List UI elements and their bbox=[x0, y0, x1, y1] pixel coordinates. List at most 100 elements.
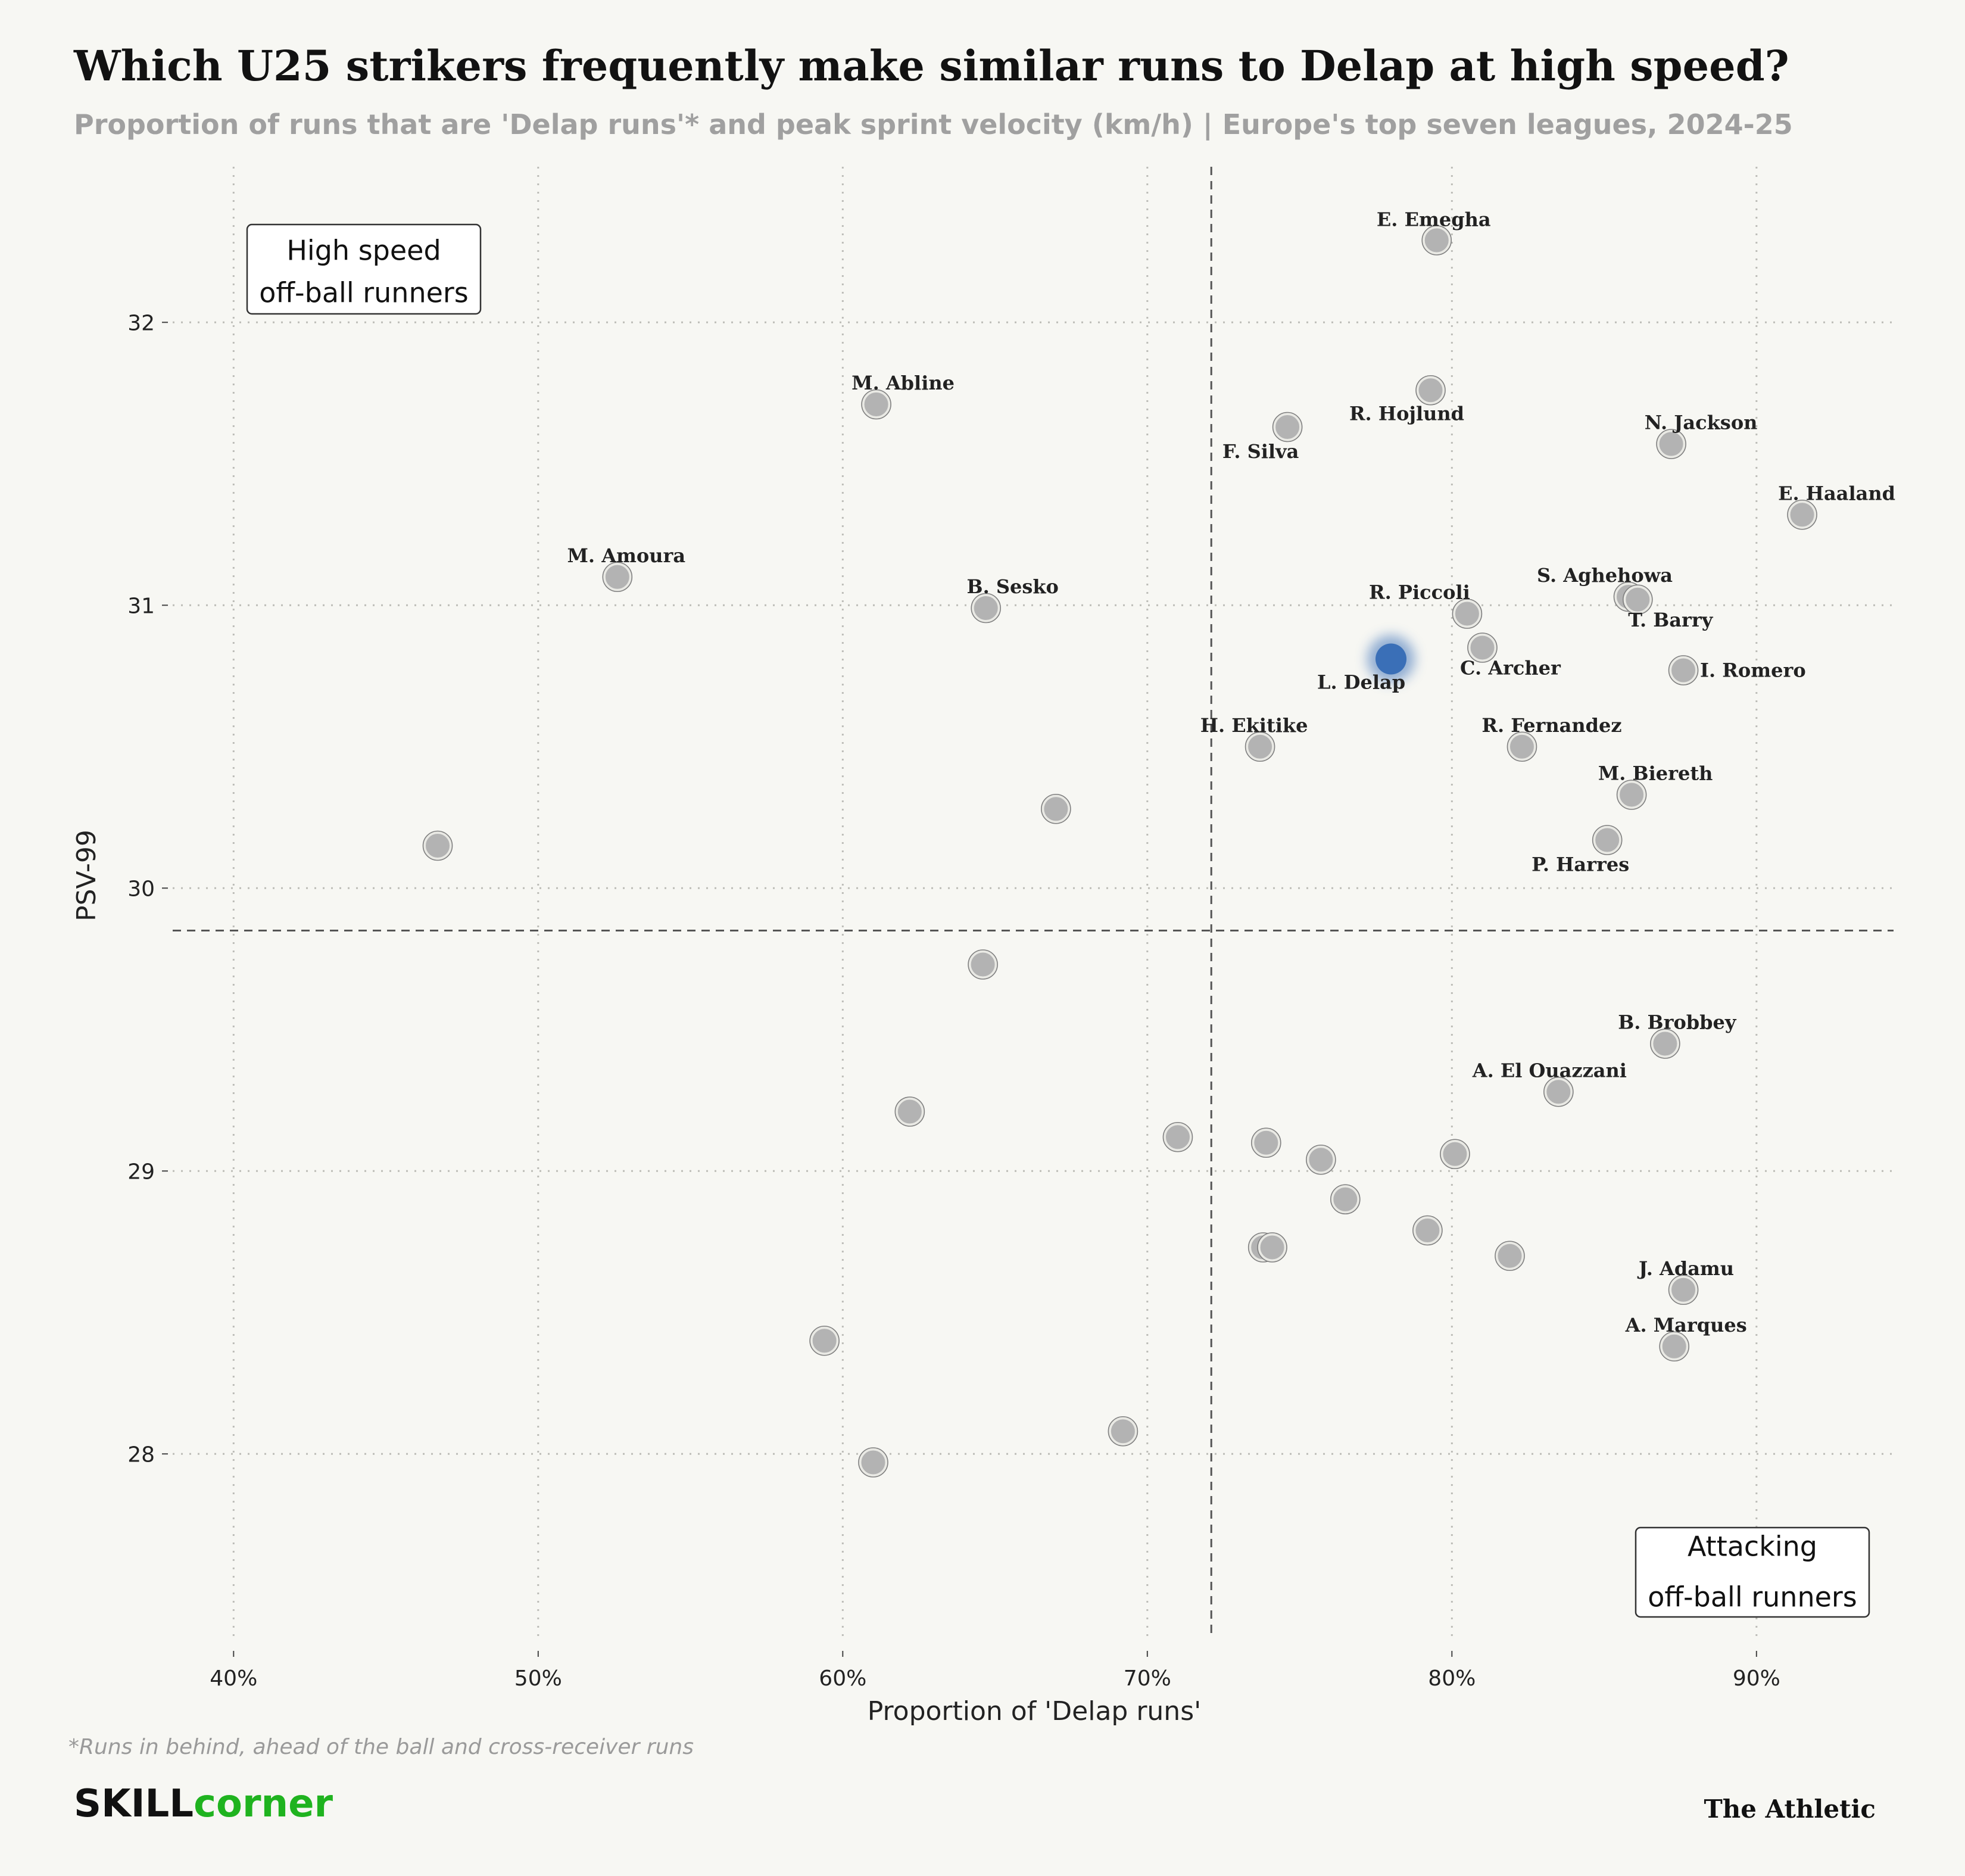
point-label: A. El Ouazzani bbox=[1472, 1059, 1627, 1082]
data-point bbox=[1788, 500, 1817, 529]
x-tick-label: 50% bbox=[514, 1666, 562, 1691]
data-point bbox=[1413, 1216, 1442, 1245]
data-point bbox=[603, 562, 632, 591]
data-point bbox=[810, 1326, 839, 1355]
data-point bbox=[1507, 732, 1536, 761]
quadrant-label-line: High speed bbox=[286, 235, 441, 267]
data-point-outline bbox=[1616, 780, 1647, 810]
data-point bbox=[1544, 1077, 1573, 1107]
data-point bbox=[1422, 226, 1451, 255]
point-label: J. Adamu bbox=[1637, 1257, 1734, 1280]
x-tick-label: 60% bbox=[819, 1666, 866, 1691]
data-point-outline bbox=[1415, 375, 1446, 406]
point-label: M. Biereth bbox=[1598, 762, 1713, 785]
data-point bbox=[968, 950, 997, 979]
data-point-outline bbox=[858, 1447, 888, 1478]
skillcorner-logo-corner: corner bbox=[194, 1782, 333, 1826]
quadrant-label-attacking: Attacking off-ball runners bbox=[1635, 1526, 1870, 1618]
x-axis-label: Proportion of 'Delap runs' bbox=[868, 1696, 1201, 1727]
data-point bbox=[1623, 585, 1652, 614]
chart-subtitle: Proportion of runs that are 'Delap runs'… bbox=[74, 108, 1793, 141]
data-point bbox=[1252, 1128, 1281, 1157]
data-point bbox=[1108, 1417, 1137, 1446]
reference-lines bbox=[173, 167, 1894, 1638]
point-label: S. Aghehowa bbox=[1537, 564, 1673, 587]
data-point-outline bbox=[1668, 1274, 1699, 1305]
quadrant-label-line: off-ball runners bbox=[1648, 1581, 1857, 1613]
data-point bbox=[1416, 376, 1445, 405]
data-point-outline bbox=[422, 830, 453, 861]
data-point-outline bbox=[1623, 584, 1653, 615]
x-tick-label: 90% bbox=[1733, 1666, 1780, 1691]
data-point bbox=[1452, 599, 1481, 628]
data-point bbox=[1331, 1185, 1360, 1214]
data-point bbox=[1593, 825, 1622, 855]
axis-ticks: 40% 50% 60% 70% 80% 90% 28 29 30 31 32 bbox=[127, 311, 1780, 1691]
quadrant-label-high-speed: High speed off-ball runners bbox=[246, 223, 482, 315]
y-tick-label: 30 bbox=[127, 877, 155, 901]
data-point-outline bbox=[1495, 1241, 1525, 1272]
data-point-outline bbox=[1467, 632, 1498, 663]
data-points bbox=[422, 225, 1817, 1478]
point-label: L. Delap bbox=[1317, 671, 1405, 694]
point-label: B. Sesko bbox=[967, 575, 1059, 598]
skillcorner-logo: SKILLcorner bbox=[74, 1782, 333, 1826]
grid bbox=[173, 167, 1894, 1638]
y-axis-label: PSV-99 bbox=[71, 830, 102, 921]
data-point bbox=[1258, 1233, 1287, 1262]
y-tick-label: 31 bbox=[127, 594, 155, 618]
point-label: H. Ekitike bbox=[1200, 714, 1308, 737]
data-point bbox=[971, 594, 1000, 622]
data-point-outline bbox=[1506, 731, 1537, 762]
point-label: R. Piccoli bbox=[1369, 581, 1470, 604]
data-point-outline bbox=[1787, 499, 1817, 530]
the-athletic-logo: The Athletic bbox=[1704, 1794, 1876, 1824]
data-point-outline bbox=[1330, 1184, 1361, 1215]
point-label: F. Silva bbox=[1222, 440, 1299, 463]
data-point-outline bbox=[1668, 655, 1699, 685]
data-point-outline bbox=[1659, 1331, 1690, 1362]
data-point-outline bbox=[1656, 429, 1686, 459]
data-point-outline bbox=[1272, 412, 1303, 442]
y-tick-label: 28 bbox=[127, 1442, 155, 1467]
data-point bbox=[859, 1448, 888, 1477]
point-labels: E. Emegha R. Hojlund M. Abline F. Silva N. J… bbox=[567, 208, 1895, 1336]
data-point bbox=[1163, 1123, 1192, 1152]
data-point-outline bbox=[1592, 825, 1623, 855]
y-tick-label: 29 bbox=[127, 1160, 155, 1184]
data-point bbox=[1440, 1139, 1470, 1168]
x-tick-label: 40% bbox=[210, 1666, 257, 1691]
point-label: I. Romero bbox=[1700, 659, 1806, 682]
data-point bbox=[1669, 656, 1698, 685]
chart-title: Which U25 strikers frequently make simil… bbox=[73, 41, 1789, 91]
data-point bbox=[1041, 794, 1071, 824]
data-point-outline bbox=[809, 1325, 840, 1356]
point-label: A. Marques bbox=[1625, 1314, 1747, 1336]
data-point-outline bbox=[1543, 1076, 1574, 1107]
y-tick-label: 32 bbox=[127, 311, 155, 335]
point-label: E. Emegha bbox=[1377, 208, 1491, 231]
data-point-outline bbox=[1041, 793, 1071, 824]
data-point bbox=[1657, 429, 1686, 459]
data-point-outline bbox=[861, 389, 891, 420]
data-point-outline bbox=[1162, 1121, 1193, 1152]
data-point bbox=[423, 831, 453, 860]
data-point-outline bbox=[1306, 1144, 1336, 1175]
data-point bbox=[1651, 1029, 1680, 1058]
data-point-outline bbox=[1650, 1029, 1680, 1059]
data-point bbox=[862, 390, 891, 419]
data-point bbox=[1468, 633, 1497, 662]
data-point-outline bbox=[602, 562, 633, 593]
skillcorner-logo-skill: SKILL bbox=[74, 1782, 194, 1826]
data-point bbox=[1660, 1332, 1689, 1361]
data-point bbox=[1306, 1145, 1336, 1174]
data-point-outline bbox=[1244, 731, 1275, 762]
data-point-outline bbox=[1421, 225, 1452, 255]
data-point bbox=[1246, 732, 1275, 761]
highlight-point bbox=[1376, 643, 1407, 675]
footnote: *Runs in behind, ahead of the ball and c… bbox=[68, 1735, 694, 1759]
data-point bbox=[895, 1097, 924, 1126]
point-label: M. Abline bbox=[852, 372, 955, 394]
quadrant-label-box bbox=[246, 223, 482, 315]
